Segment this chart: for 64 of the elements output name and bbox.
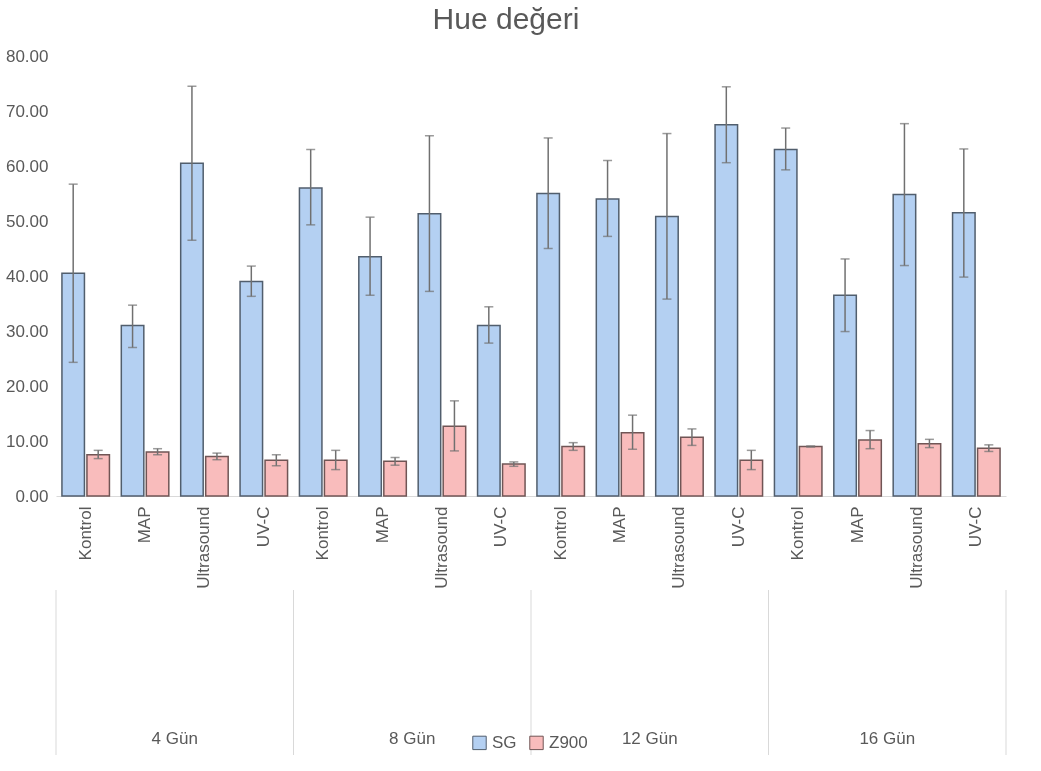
- bar: [61, 272, 86, 497]
- x-tick-label: MAP: [610, 506, 630, 544]
- x-tick-label: Ultrasound: [906, 506, 926, 589]
- x-tick-label: MAP: [372, 506, 392, 544]
- legend-label: Z900: [549, 732, 588, 752]
- x-tick-label: Kontrol: [75, 506, 95, 561]
- bar: [298, 187, 323, 497]
- bar: [620, 432, 645, 497]
- x-tick-label: UV-C: [253, 506, 273, 548]
- x-tick-label: MAP: [847, 506, 867, 544]
- bar: [264, 459, 289, 497]
- bar: [239, 280, 264, 497]
- text: 16 Gün: [859, 729, 916, 748]
- y-tick-label: 70.00: [5, 101, 49, 121]
- x-tick-label: Ultrasound: [431, 506, 451, 589]
- bar: [654, 215, 679, 497]
- text: 12 Gün: [621, 729, 678, 748]
- bar: [561, 445, 586, 497]
- x-tick-label: Kontrol: [550, 506, 570, 561]
- bar: [714, 124, 739, 497]
- bar: [86, 454, 111, 497]
- bar: [739, 459, 764, 497]
- y-tick-label: 10.00: [5, 431, 49, 451]
- bar: [536, 192, 561, 497]
- y-tick-label: 40.00: [5, 266, 49, 286]
- bar: [442, 425, 467, 497]
- legend-label: SG: [492, 732, 517, 752]
- x-tick-label: UV-C: [728, 506, 748, 548]
- y-tick-label: 80.00: [5, 46, 49, 66]
- bar: [417, 213, 442, 497]
- bar: [501, 463, 526, 497]
- chart-title: Hue değeri: [432, 2, 580, 35]
- bar: [951, 212, 976, 497]
- x-tick-label: MAP: [135, 506, 155, 544]
- bar: [798, 445, 823, 497]
- bar: [145, 451, 170, 497]
- x-tick-label: Ultrasound: [669, 506, 689, 589]
- bar: [358, 256, 383, 497]
- bar: [858, 439, 883, 497]
- bar: [595, 198, 620, 497]
- y-tick-label: 20.00: [5, 376, 49, 396]
- x-tick-label: UV-C: [491, 506, 511, 548]
- bar: [120, 324, 145, 497]
- y-tick-label: 60.00: [5, 156, 49, 176]
- x-tick-label: Kontrol: [313, 506, 333, 561]
- bar: [679, 436, 704, 497]
- text: 4 Gün: [151, 729, 198, 748]
- x-tick-label: Kontrol: [788, 506, 808, 561]
- bar: [204, 455, 229, 497]
- bar: [476, 324, 501, 497]
- bar: [976, 447, 1001, 497]
- bar: [892, 193, 917, 497]
- bar: [179, 162, 204, 497]
- y-tick-label: 0.00: [15, 486, 49, 506]
- bar: [773, 148, 798, 497]
- y-tick-label: 30.00: [5, 321, 49, 341]
- y-tick-label: 50.00: [5, 211, 49, 231]
- bar: [833, 294, 858, 497]
- bar: [917, 443, 942, 497]
- text: 8 Gün: [389, 729, 436, 748]
- bar: [383, 460, 408, 497]
- x-tick-label: Ultrasound: [194, 506, 214, 589]
- bar: [323, 459, 348, 497]
- x-tick-label: UV-C: [966, 506, 986, 548]
